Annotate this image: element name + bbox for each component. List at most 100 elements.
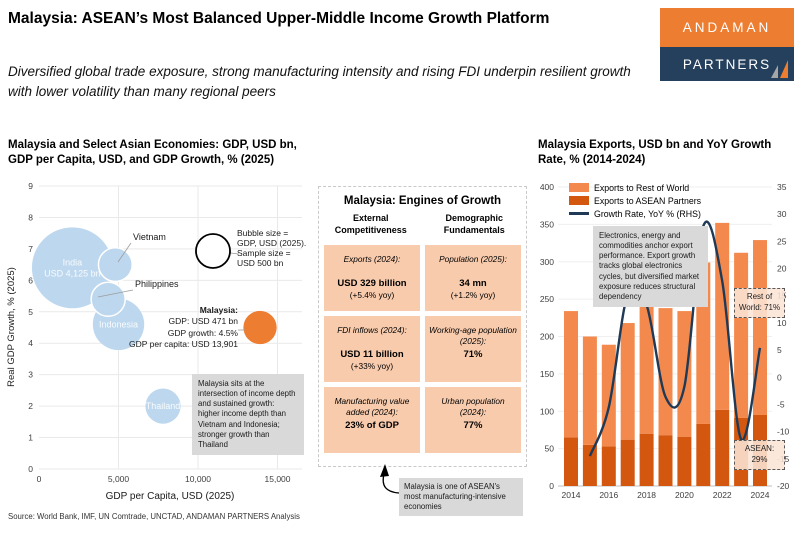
engine-cell-fdi: FDI inflows (2024): USD 11 billion (+33%… <box>324 316 420 383</box>
bar-rest-of-world-2017 <box>620 323 635 440</box>
cell-value: USD 11 billion <box>340 349 404 361</box>
asean-swatch-icon <box>569 196 589 205</box>
svg-text:35: 35 <box>777 182 787 192</box>
svg-text:0: 0 <box>28 464 33 474</box>
bar-asean-2017 <box>620 439 635 486</box>
cell-value: 34 mn <box>459 278 487 290</box>
svg-text:USD 4,125 bn: USD 4,125 bn <box>44 268 101 278</box>
bubble-malaysia <box>243 310 277 345</box>
bubble-chart-title: Malaysia and Select Asian Economies: GDP… <box>8 139 297 166</box>
cell-value: USD 329 billion <box>337 278 407 290</box>
svg-text:-10: -10 <box>777 427 790 437</box>
bar-asean-2015 <box>582 444 597 486</box>
svg-text:0: 0 <box>549 481 554 491</box>
svg-text:6: 6 <box>28 275 33 285</box>
svg-text:-5: -5 <box>777 399 785 409</box>
logo-wordmark-top: ANDAMAN <box>660 8 794 47</box>
svg-text:400: 400 <box>540 182 554 192</box>
svg-text:350: 350 <box>540 219 554 229</box>
svg-text:0: 0 <box>777 372 782 382</box>
bubble-thailand <box>145 388 181 424</box>
cell-title: Working-age population (2025): <box>429 325 517 347</box>
bar-asean-2019 <box>658 435 673 486</box>
svg-text:4: 4 <box>28 338 33 348</box>
cell-value: 71% <box>463 349 483 361</box>
svg-text:10: 10 <box>777 318 787 328</box>
page-title: Malaysia: ASEAN’s Most Balanced Upper-Mi… <box>8 10 550 27</box>
cell-title: Exports (2024): <box>343 254 401 265</box>
svg-text:20: 20 <box>777 264 787 274</box>
svg-text:5,000: 5,000 <box>108 474 130 484</box>
cell-title: Urban population (2024): <box>441 396 505 418</box>
bar-rest-of-world-2023 <box>734 252 749 418</box>
svg-text:8: 8 <box>28 212 33 222</box>
svg-text:Indonesia: Indonesia <box>99 319 138 329</box>
svg-text:2024: 2024 <box>751 490 770 500</box>
bubble-size-legend-circle <box>195 233 231 269</box>
svg-text:2020: 2020 <box>675 490 694 500</box>
svg-text:Real GDP Growth, % (2025): Real GDP Growth, % (2025) <box>6 267 17 387</box>
svg-text:2022: 2022 <box>713 490 732 500</box>
bubble-chart-note: Malaysia sits at the intersection of inc… <box>192 374 304 455</box>
svg-text:2014: 2014 <box>562 490 581 500</box>
engines-cell-grid: Exports (2024): USD 329 billion (+5.4% y… <box>324 245 521 454</box>
cell-note: (+5.4% yoy) <box>349 290 395 301</box>
source-line: Source: World Bank, IMF, UN Comtrade, UN… <box>8 512 300 521</box>
bar-asean-2016 <box>601 446 616 486</box>
growth-line-swatch-icon <box>569 212 589 215</box>
engines-column-header-demographic: Demographic Fundamentals <box>443 213 505 235</box>
svg-text:2016: 2016 <box>599 490 618 500</box>
engine-cell-population: Population (2025): 34 mn (+1.2% yoy) <box>425 245 521 312</box>
andaman-partners-logo: ANDAMAN PARTNERS <box>660 8 794 81</box>
svg-text:15,000: 15,000 <box>265 474 291 484</box>
engine-cell-manufacturing: Manufacturing value added (2024): 23% of… <box>324 387 420 454</box>
svg-text:India: India <box>63 257 83 267</box>
bar-rest-of-world-2016 <box>601 344 616 447</box>
svg-text:200: 200 <box>540 332 554 342</box>
legend-label: Exports to Rest of World <box>594 182 690 193</box>
bar-rest-of-world-2014 <box>564 311 578 438</box>
svg-text:1: 1 <box>28 433 33 443</box>
engines-of-growth-panel: Malaysia: Engines of Growth External Com… <box>318 186 527 467</box>
svg-text:7: 7 <box>28 244 33 254</box>
manufacturing-intensity-callout: Malaysia is one of ASEAN's most manufact… <box>399 478 523 517</box>
legend-row-asean: Exports to ASEAN Partners <box>569 194 701 207</box>
legend-row-growth-rate: Growth Rate, YoY % (RHS) <box>569 207 701 220</box>
sail-icon <box>771 60 788 78</box>
bar-rest-of-world-2020 <box>677 311 692 437</box>
legend-label: Growth Rate, YoY % (RHS) <box>594 208 701 219</box>
malaysia-data-callout: Malaysia: GDP: USD 471 bn GDP growth: 4.… <box>128 305 238 351</box>
malaysia-callout-lines: GDP: USD 471 bn GDP growth: 4.5% GDP per… <box>129 316 238 350</box>
exports-chart-title: Malaysia Exports, USD bn and YoY Growth … <box>538 139 772 166</box>
cell-note: (+33% yoy) <box>350 361 394 372</box>
exports-chart-note: Electronics, energy and commodities anch… <box>593 226 708 307</box>
cell-value: 23% of GDP <box>345 420 399 432</box>
bar-asean-2021 <box>696 423 711 486</box>
svg-text:30: 30 <box>777 209 787 219</box>
bar-rest-of-world-2015 <box>582 336 597 445</box>
growth-rate-line <box>588 220 762 457</box>
bar-rest-of-world-2018 <box>639 301 654 434</box>
svg-text:5: 5 <box>28 307 33 317</box>
svg-text:2018: 2018 <box>637 490 656 500</box>
engine-cell-working-age: Working-age population (2025): 71% <box>425 316 521 383</box>
svg-text:50: 50 <box>545 444 555 454</box>
bar-asean-2014 <box>564 437 578 486</box>
cell-value: 77% <box>463 420 483 432</box>
bubble-vietnam <box>97 246 133 283</box>
svg-text:0: 0 <box>37 474 42 484</box>
engine-cell-urban: Urban population (2024): 77% <box>425 387 521 454</box>
page-subtitle: Diversified global trade exposure, stron… <box>8 64 631 99</box>
legend-label: Exports to ASEAN Partners <box>594 195 702 206</box>
svg-text:Vietnam: Vietnam <box>133 232 166 242</box>
svg-text:5: 5 <box>777 345 782 355</box>
cell-note: (+1.2% yoy) <box>450 290 496 301</box>
curved-arrow-icon <box>380 464 400 494</box>
svg-text:25: 25 <box>777 236 787 246</box>
svg-text:2: 2 <box>28 401 33 411</box>
logo-wordmark-bottom: PARTNERS <box>660 47 794 81</box>
rest-of-world-swatch-icon <box>569 183 589 192</box>
bar-rest-of-world-2022 <box>715 222 730 410</box>
logo-partners-text: PARTNERS <box>682 56 772 72</box>
svg-text:250: 250 <box>540 294 554 304</box>
